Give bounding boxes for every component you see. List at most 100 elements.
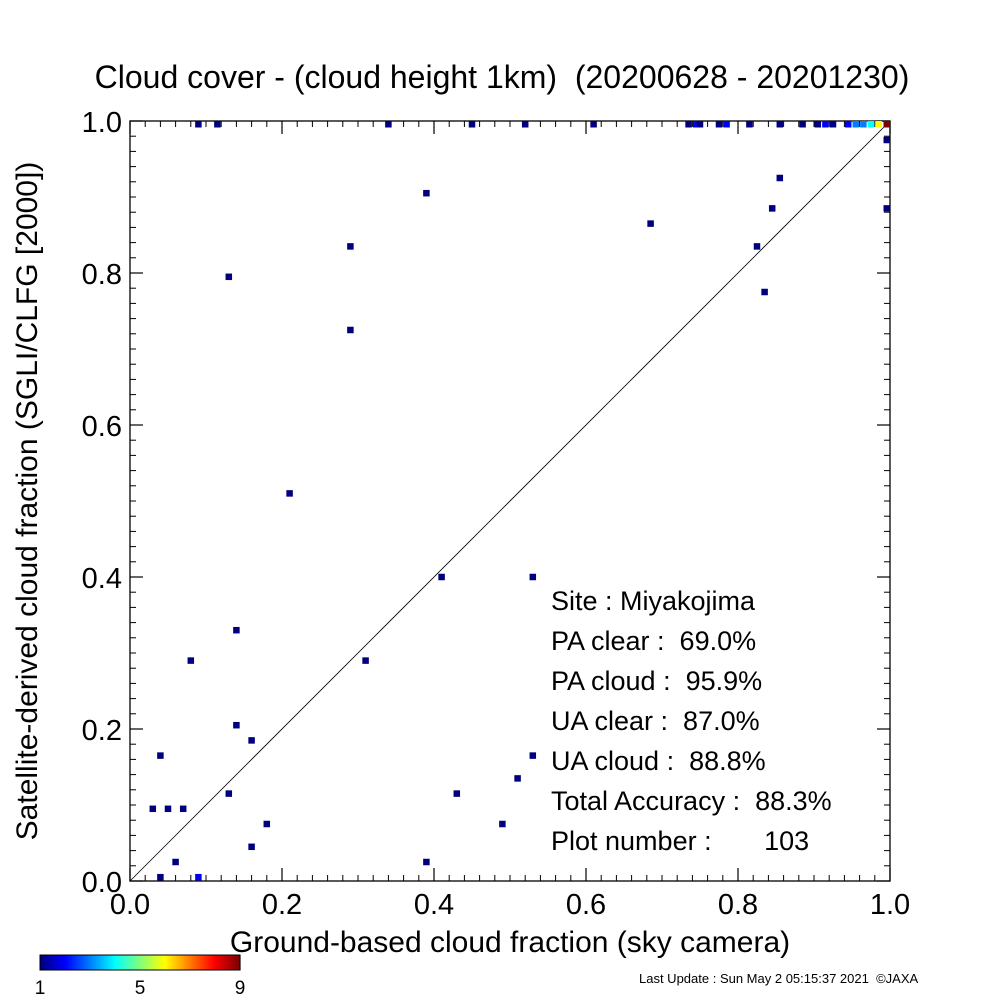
colorbar-segment — [90, 955, 93, 970]
colorbar-segment — [128, 955, 131, 970]
colorbar-segment — [132, 955, 135, 970]
data-point — [149, 805, 157, 813]
colorbar-segment — [112, 955, 115, 970]
colorbar-segment — [134, 955, 137, 970]
colorbar-segment — [150, 955, 153, 970]
data-point — [248, 737, 255, 744]
colorbar-segment — [152, 955, 155, 970]
colorbar-segment — [98, 955, 101, 970]
colorbar-segment — [226, 955, 229, 970]
colorbar-segment — [48, 955, 51, 970]
data-point — [852, 121, 860, 128]
colorbar-segment — [194, 955, 197, 970]
data-point — [723, 121, 730, 128]
diagonal-reference-line — [129, 120, 891, 882]
colorbar-segment — [200, 955, 203, 970]
colorbar-segment — [236, 955, 239, 970]
colorbar-segment — [100, 955, 103, 970]
data-point — [696, 121, 704, 128]
x-axis-label: Ground-based cloud fraction (sky camera) — [230, 926, 790, 959]
colorbar-segment — [40, 955, 43, 970]
stats-annotation: Site : Miyakojima PA clear : 69.0% PA clou… — [551, 586, 832, 856]
data-point — [883, 205, 890, 212]
last-update-text: Last Update : Sun May 2 05:15:37 2021 — [639, 971, 869, 986]
copyright-text: ©JAXA — [876, 971, 919, 986]
colorbar-legend: 1 5 9 — [35, 954, 246, 999]
colorbar-segment — [118, 955, 121, 970]
data-point — [157, 752, 164, 759]
data-point — [521, 121, 529, 128]
colorbar-segment — [220, 955, 223, 970]
data-point — [768, 205, 776, 212]
colorbar-segment — [142, 955, 145, 970]
data-points — [149, 121, 890, 881]
colorbar-segment — [184, 955, 187, 970]
data-point — [799, 121, 806, 128]
data-point — [195, 873, 202, 881]
data-point — [529, 573, 537, 581]
colorbar-segment — [234, 955, 237, 970]
footer: Last Update : Sun May 2 05:15:37 2021 ©J… — [639, 971, 918, 986]
data-point — [761, 288, 768, 296]
colorbar-segment — [162, 955, 165, 970]
stats-line: Total Accuracy : 88.3% — [551, 786, 832, 816]
y-tick-label: 0.4 — [82, 563, 122, 595]
colorbar-segment — [164, 955, 167, 970]
colorbar-segment — [202, 955, 205, 970]
colorbar-tick-label: 9 — [235, 978, 246, 999]
data-point — [883, 121, 890, 128]
data-point — [214, 121, 221, 128]
colorbar-segment — [92, 955, 95, 970]
stats-line: UA clear : 87.0% — [551, 706, 760, 736]
data-point — [286, 490, 293, 497]
data-point — [179, 805, 187, 813]
data-point — [753, 243, 761, 250]
data-point — [514, 775, 521, 782]
colorbar-segment — [64, 955, 67, 970]
colorbar-segment — [106, 955, 109, 970]
colorbar-segment — [222, 955, 225, 970]
data-point — [248, 843, 255, 851]
colorbar-segment — [156, 955, 159, 970]
colorbar-segment — [70, 955, 73, 970]
data-point — [263, 820, 271, 828]
colorbar-segment — [124, 955, 127, 970]
data-point — [883, 136, 890, 144]
data-point — [187, 657, 195, 664]
colorbar-segment — [206, 955, 209, 970]
colorbar-segment — [224, 955, 227, 970]
data-point — [225, 790, 233, 797]
colorbar-segment — [196, 955, 199, 970]
x-tick-label: 1.0 — [870, 889, 910, 921]
data-point — [385, 121, 392, 128]
data-point — [776, 174, 784, 182]
colorbar-segment — [232, 955, 235, 970]
colorbar-segment — [168, 955, 171, 970]
colorbar-segment — [60, 955, 63, 970]
y-tick-label: 0.2 — [82, 715, 122, 747]
colorbar-segment — [54, 955, 57, 970]
data-point — [233, 626, 240, 634]
colorbar-segment — [62, 955, 65, 970]
colorbar-segment — [122, 955, 125, 970]
colorbar-segment — [212, 955, 215, 970]
colorbar-segment — [218, 955, 221, 970]
x-tick-label: 0.8 — [718, 889, 758, 921]
colorbar-segment — [230, 955, 233, 970]
colorbar-frame — [39, 954, 241, 971]
colorbar-segment — [102, 955, 105, 970]
data-point — [499, 820, 506, 828]
data-point — [829, 121, 837, 128]
data-point — [822, 121, 829, 128]
data-point — [715, 121, 723, 128]
colorbar-segment — [94, 955, 97, 970]
colorbar-segment — [210, 955, 213, 970]
chart-title: Cloud cover - (cloud height 1km) (202006… — [95, 59, 910, 95]
colorbar-segment — [50, 955, 53, 970]
colorbar-segment — [74, 955, 77, 970]
data-point — [453, 790, 461, 797]
y-tick-label: 0.0 — [82, 867, 122, 899]
data-point — [225, 273, 233, 281]
colorbar-segment — [46, 955, 49, 970]
colorbar-segment — [56, 955, 59, 970]
